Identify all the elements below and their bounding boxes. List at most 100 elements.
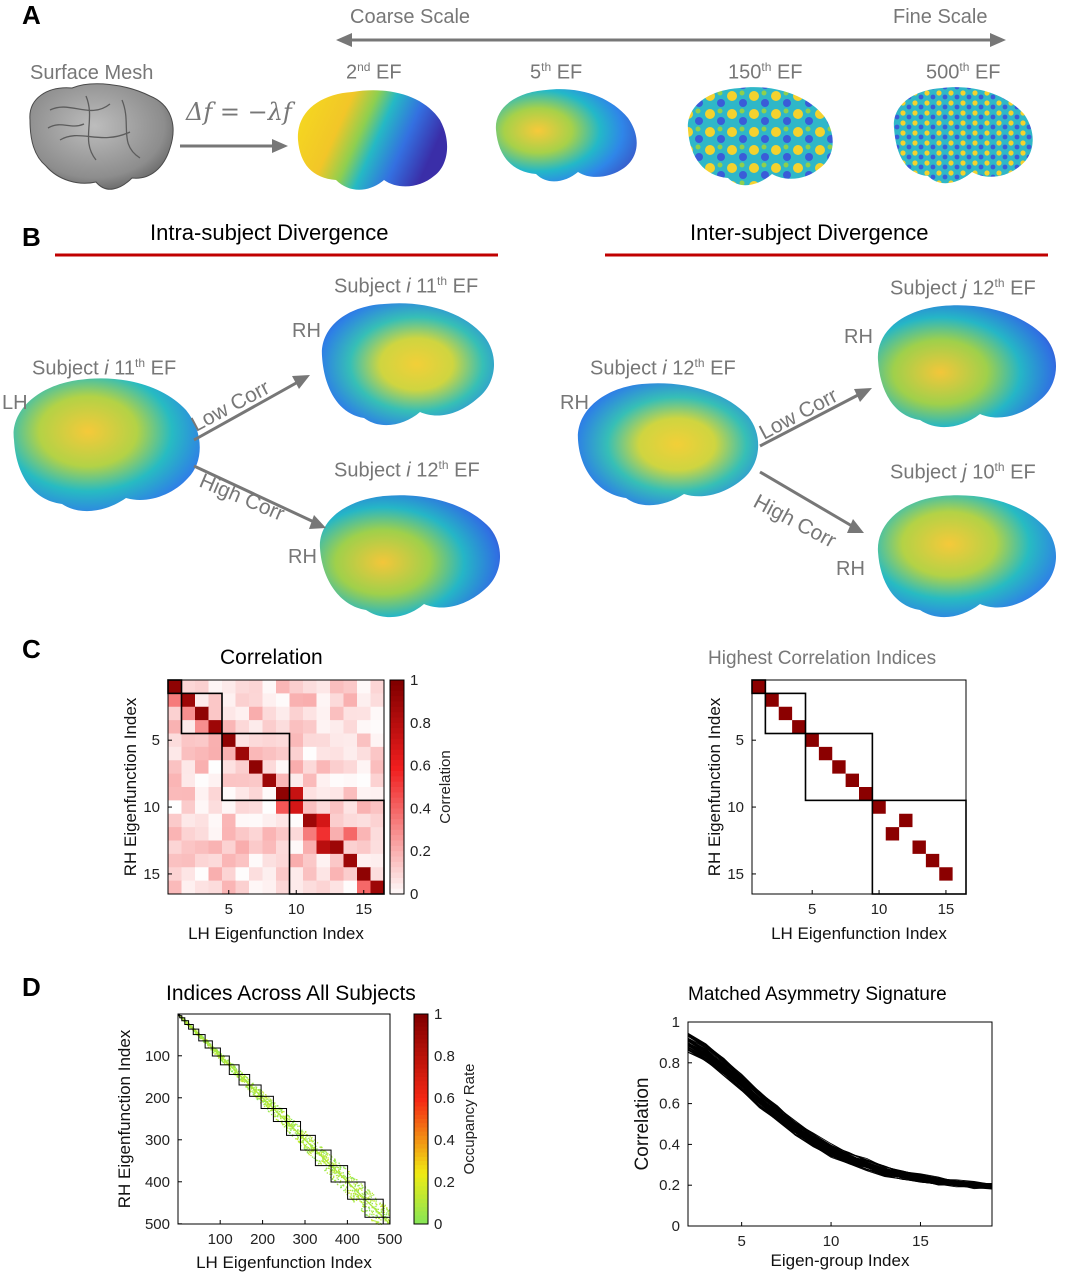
heatmap-cell: [181, 720, 196, 734]
occupancy-dot: [334, 1160, 336, 1163]
heatmap-cell: [289, 787, 304, 801]
heatmap-cell: [222, 746, 236, 761]
occupancy-dot: [359, 1200, 361, 1202]
colorbar-tick-label: 0.4: [434, 1132, 455, 1149]
occupancy-dot: [223, 1061, 226, 1063]
occupancy-dot: [202, 1036, 205, 1038]
occupancy-dot: [323, 1162, 325, 1164]
eigen-group-box: [181, 1017, 186, 1022]
occupancy-dot: [240, 1072, 243, 1075]
occupancy-dot: [233, 1068, 236, 1070]
occupancy-dot: [362, 1199, 365, 1201]
occupancy-dot: [258, 1098, 260, 1100]
occupancy-dot: [259, 1090, 261, 1092]
occupancy-dot: [207, 1044, 209, 1046]
occupancy-dot: [318, 1151, 320, 1153]
occupancy-dot: [322, 1155, 324, 1157]
occupancy-dot: [267, 1099, 270, 1101]
heatmap-cell: [370, 840, 385, 855]
occupancy-dot: [347, 1172, 350, 1175]
occupancy-dot: [303, 1147, 305, 1149]
occupancy-dot: [353, 1197, 355, 1200]
occupancy-dot: [308, 1137, 310, 1139]
y-tick-label: 15: [143, 866, 160, 883]
occupancy-dot: [326, 1154, 329, 1156]
heatmap-cell: [343, 853, 358, 868]
occupancy-dot: [336, 1166, 338, 1169]
occupancy-dot: [300, 1137, 303, 1139]
heatmap-cell: [316, 880, 331, 895]
y-tick-label: 0.6: [659, 1096, 680, 1113]
occupancy-dot: [328, 1154, 331, 1156]
heatmap-cell: [195, 760, 209, 775]
occupancy-dot: [387, 1212, 390, 1214]
occupancy-dot: [387, 1214, 389, 1216]
occupancy-dot: [242, 1076, 245, 1078]
occupancy-dot: [302, 1135, 305, 1137]
heatmap-cell: [276, 880, 290, 895]
colorbar-segment: [414, 1135, 428, 1141]
inter-source-label: Subject i 12th EF: [590, 356, 736, 380]
colorbar-segment: [390, 738, 404, 745]
occupancy-dot: [288, 1122, 291, 1125]
occupancy-dot: [354, 1190, 356, 1192]
colorbar-segment: [390, 792, 404, 799]
occupancy-diagonal: [177, 1013, 391, 1225]
heatmap-cell: [249, 827, 263, 841]
eigen-group-box: [314, 1149, 332, 1167]
occupancy-dot: [316, 1148, 318, 1150]
heatmap-cell: [168, 853, 182, 868]
occupancy-dot: [269, 1098, 272, 1100]
occupancy-dot: [368, 1208, 371, 1210]
colorbar-segment: [390, 851, 404, 858]
occupancy-dot: [323, 1161, 325, 1163]
occupancy-dot: [349, 1185, 351, 1187]
occupancy-dot: [362, 1210, 365, 1213]
occupancy-dot: [383, 1208, 385, 1210]
occupancy-dot: [310, 1146, 312, 1148]
colorbar-segment: [390, 797, 404, 804]
colorbar-segment: [414, 1114, 428, 1120]
x-tick-label: 15: [938, 901, 955, 918]
heatmap-cell: [168, 840, 182, 855]
y-tick-label: 0.4: [659, 1136, 680, 1153]
heatmap-cell: [276, 787, 290, 801]
occupancy-dot: [339, 1170, 341, 1173]
inter-source-brain: [577, 383, 759, 506]
occupancy-dot: [266, 1108, 269, 1110]
occupancy-dot: [240, 1078, 242, 1081]
occupancy-dot: [353, 1194, 355, 1196]
occupancy-dot: [287, 1115, 290, 1117]
occupancy-dot: [270, 1102, 272, 1105]
heatmap-cell: [208, 720, 223, 734]
occupancy-dot: [322, 1154, 324, 1156]
occupancy-dot: [339, 1171, 341, 1173]
heatmap-cell: [208, 853, 223, 868]
occupancy-dot: [363, 1195, 365, 1198]
x-tick-label: 15: [355, 901, 372, 918]
occupancy-dot: [345, 1176, 347, 1179]
inter-source-hemi: RH: [560, 392, 589, 414]
occupancy-dot: [293, 1126, 295, 1128]
heatmap-cell: [370, 827, 385, 841]
occupancy-dot: [294, 1124, 296, 1126]
heatmap-cell: [195, 720, 209, 734]
occupancy-dot: [240, 1077, 243, 1080]
heatmap-cell: [289, 746, 304, 761]
heatmap-cell: [276, 706, 290, 721]
occupancy-dot: [306, 1138, 308, 1140]
occupancy-dot: [303, 1132, 306, 1134]
heatmap-cell: [316, 867, 331, 882]
heatmap-cell: [276, 840, 290, 855]
match-cell: [912, 840, 926, 854]
colorbar-tick-label: 0.4: [410, 800, 431, 817]
panel-a-letter: A: [22, 0, 41, 30]
heatmap-cell: [235, 733, 250, 748]
heatmap-cell: [181, 760, 196, 775]
y-tick-label: 0: [672, 1218, 680, 1235]
colorbar-segment: [390, 680, 404, 686]
occupancy-dot: [326, 1172, 329, 1174]
heatmap-cell: [289, 693, 304, 708]
occupancy-dot: [277, 1111, 279, 1113]
